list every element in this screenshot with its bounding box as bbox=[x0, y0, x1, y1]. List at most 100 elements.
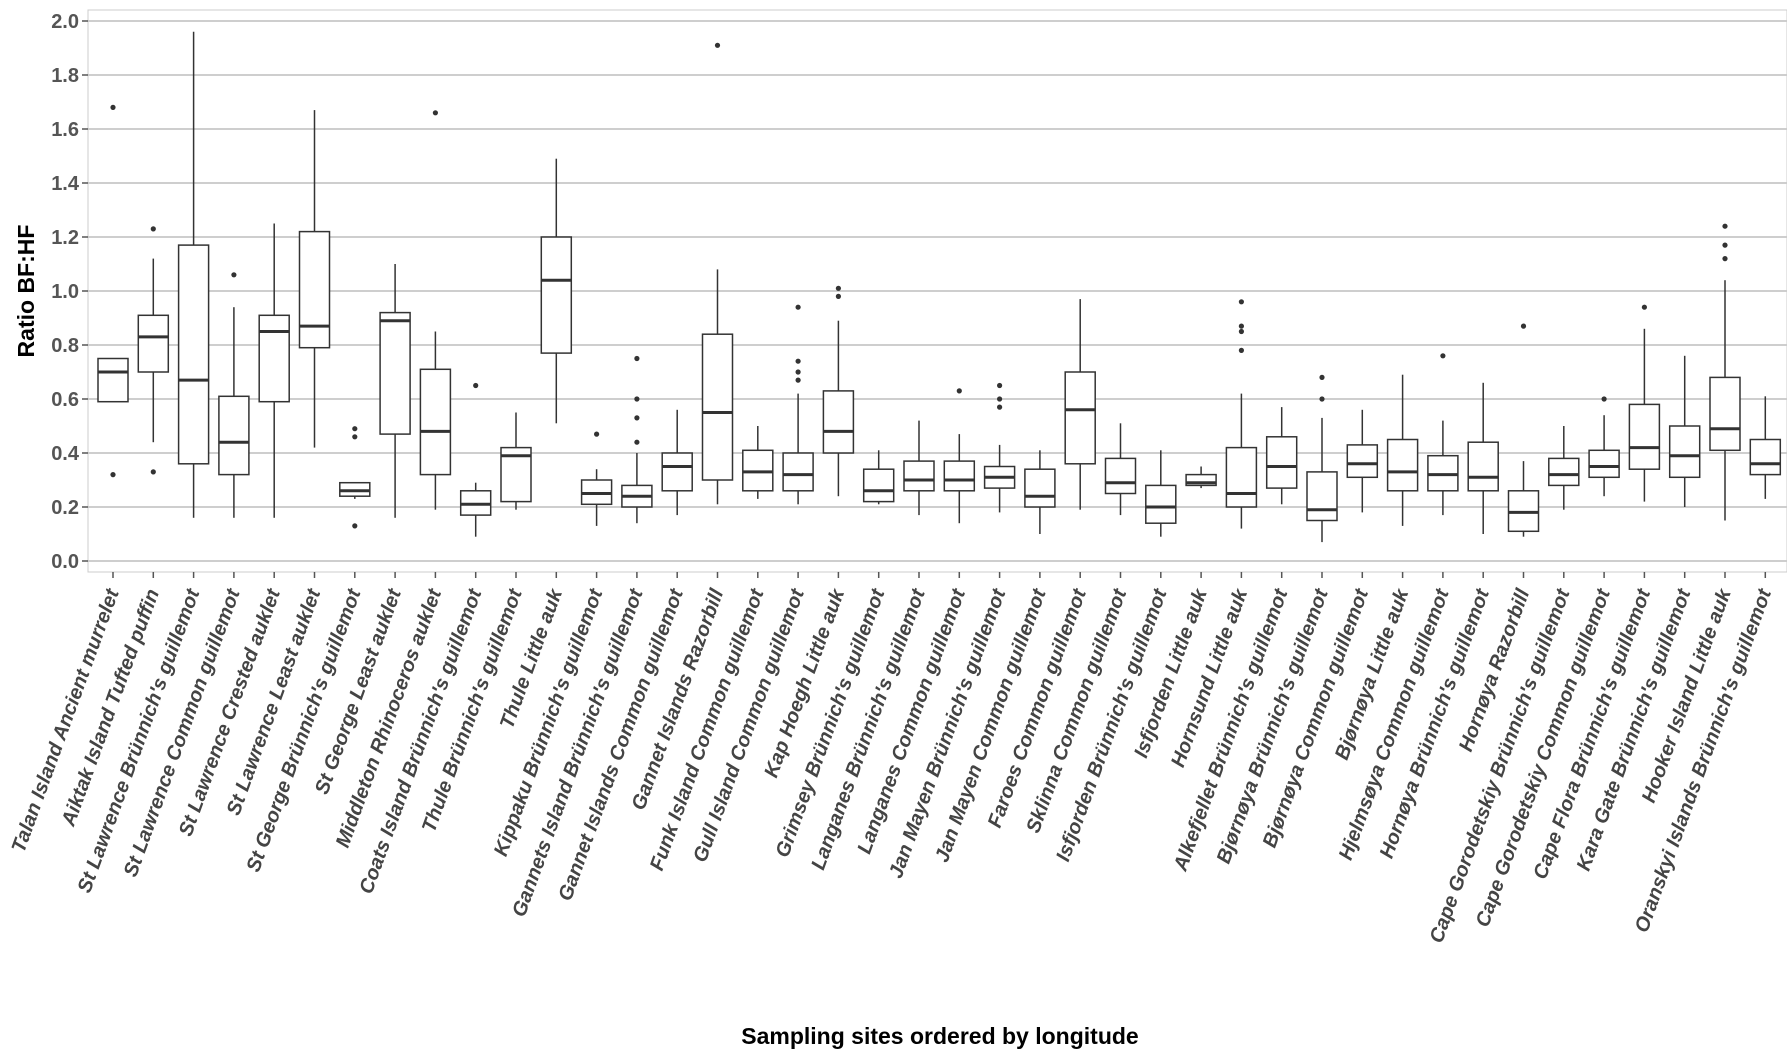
outlier-point bbox=[1601, 396, 1607, 402]
box-body bbox=[1386, 438, 1419, 492]
outlier-point bbox=[835, 293, 842, 299]
box bbox=[1507, 323, 1540, 537]
box-body bbox=[1749, 438, 1782, 476]
box bbox=[1104, 423, 1137, 516]
y-tick-label: 0.2 bbox=[51, 497, 79, 519]
outlier-point bbox=[714, 42, 721, 48]
box bbox=[258, 223, 290, 518]
outlier-point bbox=[634, 396, 640, 402]
y-tick-label: 0.6 bbox=[51, 389, 79, 411]
box bbox=[1709, 223, 1741, 521]
outlier-point bbox=[1722, 256, 1728, 262]
box bbox=[1588, 396, 1620, 497]
outlier-point bbox=[1520, 323, 1527, 329]
box-body bbox=[822, 390, 855, 454]
box bbox=[1225, 299, 1258, 529]
box bbox=[701, 42, 734, 505]
outlier-point bbox=[1319, 396, 1325, 402]
box-body bbox=[177, 244, 210, 465]
box-body bbox=[1265, 436, 1298, 489]
outlier-point bbox=[634, 355, 640, 362]
box bbox=[298, 110, 331, 448]
boxes bbox=[97, 31, 1782, 543]
gridlines bbox=[88, 20, 1787, 562]
outlier-point bbox=[997, 396, 1003, 402]
box-body bbox=[1145, 484, 1177, 524]
outlier-point bbox=[473, 382, 479, 389]
box-body bbox=[782, 452, 814, 492]
box bbox=[822, 285, 855, 497]
outlier-point bbox=[1238, 323, 1244, 329]
y-tick-label: 0.4 bbox=[51, 443, 80, 465]
box-body bbox=[298, 230, 331, 349]
y-tick-label: 1.0 bbox=[51, 281, 79, 303]
y-tick-label: 1.8 bbox=[51, 65, 79, 87]
box bbox=[1306, 374, 1338, 543]
box-body bbox=[862, 468, 895, 503]
box bbox=[1749, 396, 1782, 499]
y-tick-label: 1.6 bbox=[51, 119, 79, 141]
outlier-point bbox=[1641, 304, 1647, 310]
outlier-point bbox=[634, 415, 640, 421]
box bbox=[903, 420, 935, 516]
box-body bbox=[903, 460, 935, 492]
box bbox=[1668, 355, 1701, 507]
y-tick-label: 1.4 bbox=[51, 173, 80, 195]
box-body bbox=[1185, 473, 1217, 487]
box-body bbox=[1467, 441, 1499, 492]
box bbox=[943, 388, 976, 524]
outlier-point bbox=[795, 304, 801, 310]
outlier-point bbox=[594, 431, 600, 437]
box bbox=[742, 426, 774, 499]
box bbox=[1628, 304, 1661, 502]
outlier-point bbox=[1238, 347, 1244, 353]
box-body bbox=[1306, 471, 1338, 522]
box bbox=[1548, 426, 1580, 510]
outlier-point bbox=[352, 523, 358, 529]
box bbox=[1265, 407, 1298, 505]
box bbox=[862, 450, 895, 505]
outlier-point bbox=[1238, 328, 1244, 335]
box bbox=[983, 382, 1016, 513]
outlier-point bbox=[352, 434, 358, 440]
outlier-point bbox=[150, 226, 156, 232]
outlier-point bbox=[997, 382, 1003, 389]
box-body bbox=[540, 236, 573, 354]
box-body bbox=[943, 460, 976, 492]
y-tick-label: 0.8 bbox=[51, 335, 79, 357]
outlier-point bbox=[795, 358, 801, 364]
box bbox=[1145, 450, 1177, 537]
box bbox=[137, 226, 170, 475]
box bbox=[459, 382, 492, 537]
box-body bbox=[1628, 403, 1661, 470]
outlier-point bbox=[634, 439, 640, 445]
outlier-point bbox=[150, 469, 156, 475]
box-body bbox=[701, 333, 734, 481]
box bbox=[1064, 299, 1096, 510]
outlier-point bbox=[835, 285, 842, 291]
y-axis-ticks: 0.0 0.2 0.4 0.6 0.8 1.0 1.2 1.4 1.6 1.8 2.0 bbox=[51, 11, 88, 573]
box bbox=[1185, 466, 1217, 489]
box-body bbox=[661, 452, 693, 492]
box bbox=[621, 355, 653, 524]
y-tick-label: 0.0 bbox=[51, 551, 79, 573]
box bbox=[1346, 409, 1379, 513]
outlier-point bbox=[1722, 223, 1728, 229]
outlier-point bbox=[795, 377, 801, 383]
outlier-point bbox=[956, 388, 962, 394]
box bbox=[1386, 374, 1419, 526]
box-body bbox=[97, 357, 129, 403]
box bbox=[339, 426, 371, 529]
box bbox=[661, 409, 693, 516]
outlier-point bbox=[352, 426, 358, 432]
outlier-point bbox=[110, 472, 116, 478]
outlier-point bbox=[1722, 242, 1728, 248]
x-axis-title: Sampling sites ordered by longitude bbox=[741, 1023, 1138, 1049]
box-body bbox=[1225, 446, 1258, 508]
box bbox=[97, 104, 129, 478]
box bbox=[419, 110, 452, 510]
box-body bbox=[1548, 457, 1580, 487]
box bbox=[782, 304, 814, 505]
